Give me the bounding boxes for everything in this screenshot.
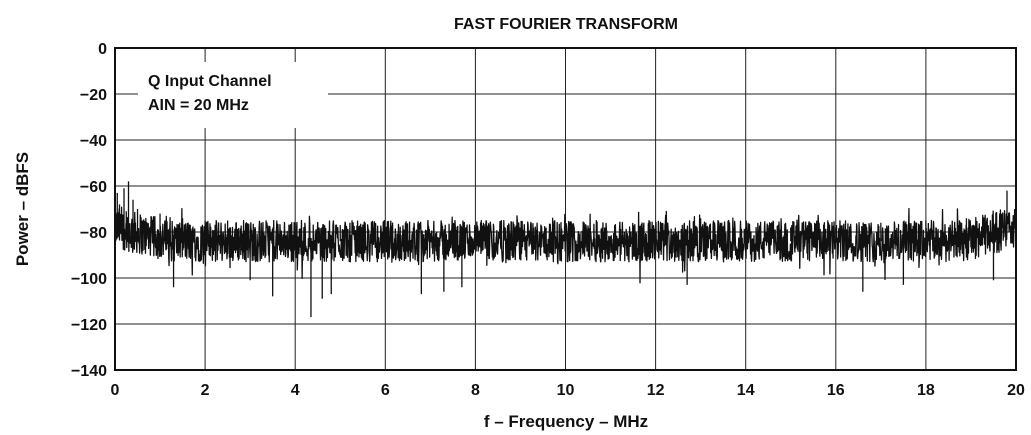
- y-tick-label: −40: [80, 133, 107, 150]
- y-tick-label: −20: [80, 87, 107, 104]
- plot-frame: [114, 47, 1017, 371]
- x-tick-label: 10: [557, 382, 575, 399]
- x-tick-labels: 0 2 4 6 8 10 12 14 16 18 20: [111, 382, 1025, 399]
- y-tick-label: −80: [80, 225, 107, 242]
- x-tick-label: 20: [1007, 382, 1025, 399]
- x-tick-label: 12: [647, 382, 665, 399]
- x-tick-label: 4: [291, 382, 300, 399]
- y-tick-labels: 0 −20 −40 −60 −80 −100 −120 −140: [71, 41, 107, 380]
- x-tick-label: 18: [917, 382, 935, 399]
- x-tick-label: 14: [737, 382, 755, 399]
- y-tick-label: −140: [71, 363, 107, 380]
- y-axis-title: Power – dBFS: [13, 152, 32, 266]
- x-tick-label: 2: [201, 382, 210, 399]
- x-axis-title: f – Frequency – MHz: [484, 412, 648, 431]
- y-tick-label: −120: [71, 317, 107, 334]
- annotation-box: Q Input Channel AIN = 20 MHz: [138, 62, 328, 128]
- y-tick-label: −60: [80, 179, 107, 196]
- annotation-line-channel: Q Input Channel: [148, 73, 272, 90]
- y-tick-label: −100: [71, 271, 107, 288]
- x-tick-label: 0: [111, 382, 120, 399]
- fft-trace-line: [114, 181, 1017, 318]
- x-tick-label: 6: [381, 382, 390, 399]
- y-tick-label: 0: [98, 41, 107, 58]
- x-tick-label: 8: [471, 382, 480, 399]
- annotation-line-ain: AIN = 20 MHz: [148, 97, 249, 114]
- annotation-background: [138, 62, 328, 128]
- x-tick-label: 16: [827, 382, 845, 399]
- fft-trace: [114, 181, 1017, 318]
- chart-title: FAST FOURIER TRANSFORM: [454, 16, 678, 33]
